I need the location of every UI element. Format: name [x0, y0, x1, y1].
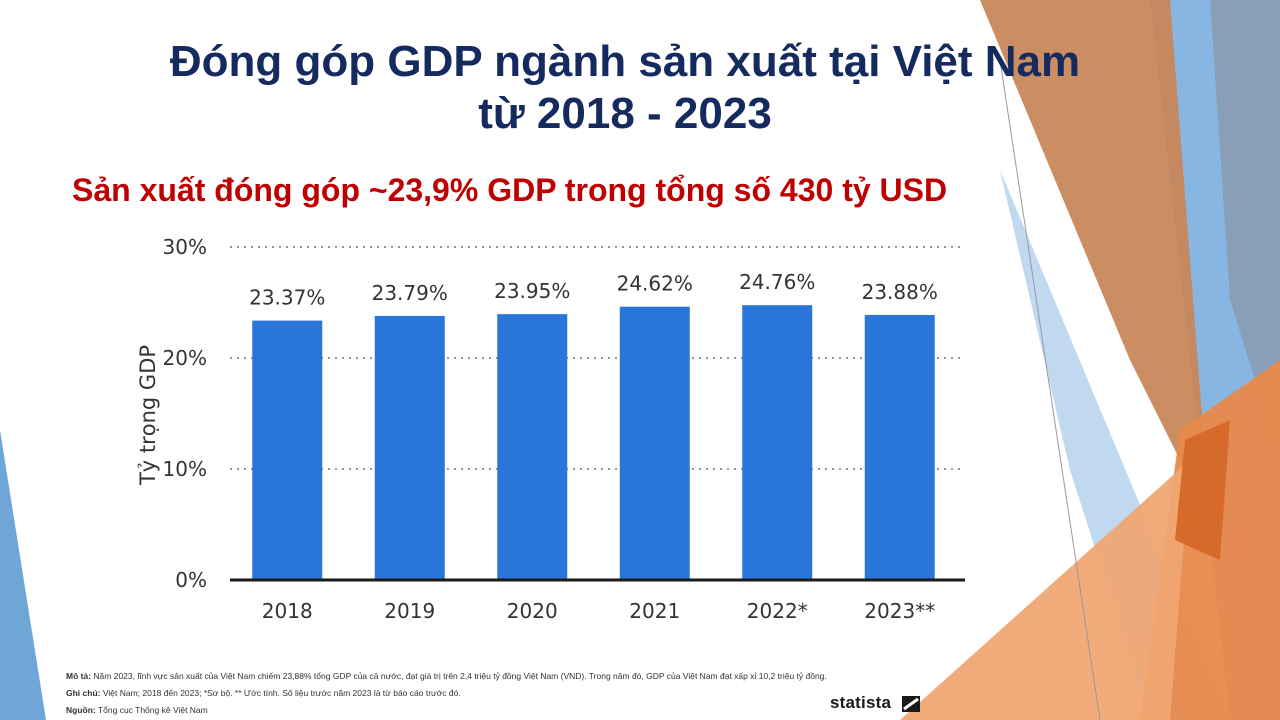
y-tick-label: 10%	[163, 457, 207, 481]
left-blue-wedge	[0, 430, 46, 720]
subtitle: Sản xuất đóng góp ~23,9% GDP trong tổng …	[72, 172, 948, 208]
y-tick-label: 20%	[163, 346, 207, 370]
title-line-2: từ 2018 - 2023	[478, 89, 772, 138]
statista-logo-icon	[902, 696, 920, 712]
y-tick-labels: 0% 10% 20% 30%	[163, 235, 207, 592]
note-text: Việt Nam; 2018 đến 2023; *Sơ bộ. ** Ước …	[102, 688, 461, 698]
bar	[742, 305, 813, 580]
source-text: Tổng cục Thống kê Việt Nam	[97, 705, 208, 715]
x-tick-label: 2018	[262, 599, 313, 623]
grey-shard	[1210, 0, 1280, 460]
note-label: Ghi chú:	[66, 688, 101, 698]
dark-orange-shard	[1175, 420, 1230, 560]
data-label: 23.88%	[862, 280, 938, 304]
grid-lines	[230, 246, 965, 470]
bar	[374, 315, 445, 580]
bar	[619, 306, 690, 580]
y-tick-label: 30%	[163, 235, 207, 259]
data-label: 23.79%	[372, 281, 448, 305]
data-labels: 23.37% 23.79% 23.95% 24.62% 24.76% 23.88%	[249, 270, 938, 309]
x-tick-label: 2023**	[864, 599, 935, 623]
data-label: 24.76%	[739, 270, 815, 294]
footer-source: Nguồn: Tổng cục Thống kê Việt Nam	[66, 702, 966, 719]
description-label: Mô tả:	[66, 671, 92, 681]
bar	[864, 314, 935, 580]
footer-note: Ghi chú: Việt Nam; 2018 đến 2023; *Sơ bộ…	[66, 685, 966, 702]
footer: Mô tả: Năm 2023, lĩnh vực sản xuất của V…	[66, 668, 966, 719]
bar	[252, 320, 323, 580]
bar	[497, 314, 568, 580]
y-axis-label: Tỷ trọng GDP	[136, 345, 160, 486]
y-tick-label: 0%	[175, 568, 207, 592]
thin-line	[999, 59, 1101, 720]
title-line-1: Đóng góp GDP ngành sản xuất tại Việt Nam	[169, 37, 1081, 86]
x-tick-label: 2021	[629, 599, 680, 623]
statista-logo: statista	[830, 693, 892, 712]
orange-shard-bottom	[900, 460, 1190, 720]
data-label: 23.95%	[494, 279, 570, 303]
data-label: 24.62%	[617, 272, 693, 296]
x-tick-label: 2022*	[747, 599, 808, 623]
page-title: Đóng góp GDP ngành sản xuất tại Việt Nam…	[80, 36, 1170, 140]
description-text: Năm 2023, lĩnh vực sản xuất của Việt Nam…	[93, 671, 827, 681]
source-label: Nguồn:	[66, 705, 96, 715]
bars	[252, 305, 935, 580]
brown-shard	[980, 0, 1210, 520]
x-tick-label: 2019	[384, 599, 435, 623]
x-tick-label: 2020	[507, 599, 558, 623]
x-tick-labels: 2018 2019 2020 2021 2022* 2023**	[262, 599, 935, 623]
data-label: 23.37%	[249, 286, 325, 310]
footer-description: Mô tả: Năm 2023, lĩnh vực sản xuất của V…	[66, 668, 966, 685]
